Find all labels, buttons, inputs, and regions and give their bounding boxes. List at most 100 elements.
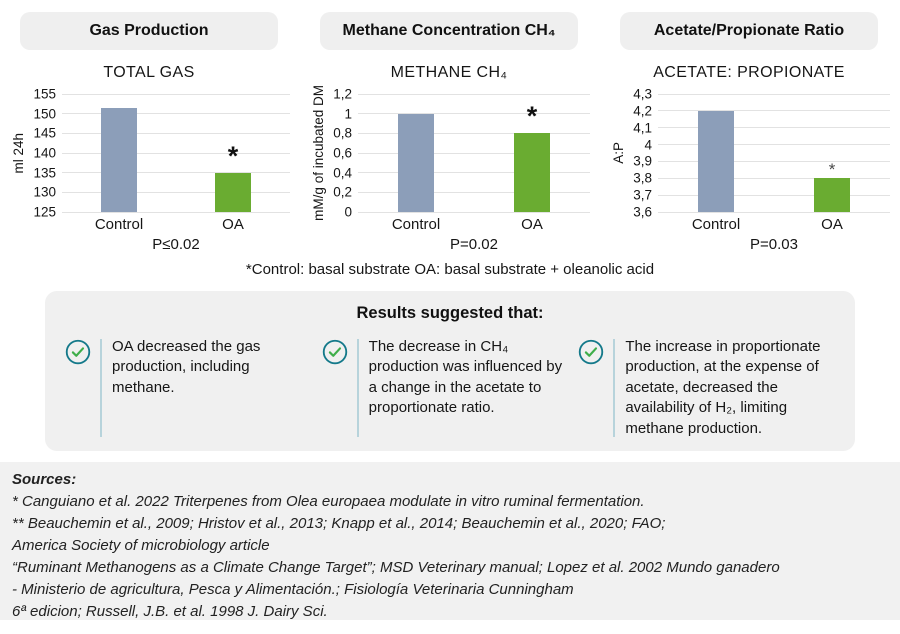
y-axis-label: ml 24h — [10, 132, 26, 174]
result-item-gas: OA decreased the gas production, includi… — [65, 337, 322, 439]
gridline — [658, 110, 890, 112]
item-divider — [100, 339, 102, 437]
bar-oa: * — [215, 142, 251, 212]
x-category-label: Control — [391, 216, 441, 233]
results-items: OA decreased the gas production, includi… — [65, 337, 835, 439]
gridline — [358, 93, 590, 95]
x-category-labels: Control OA — [658, 212, 890, 236]
x-category-label: Control — [94, 216, 144, 233]
bar-oa: * — [814, 161, 850, 212]
y-tick-label: 4,3 — [633, 86, 652, 102]
y-tick-label: 1 — [344, 106, 352, 122]
check-icon — [65, 339, 92, 370]
significance-star-icon: * — [227, 140, 239, 171]
result-item-methane: The decrease in CH₄ production was influ… — [322, 337, 579, 439]
y-tick-label: 125 — [33, 204, 56, 220]
y-axis-ticks: 1,2 1 0,8 0,6 0,4 0,2 0 — [328, 87, 358, 220]
gridline — [658, 160, 890, 162]
sources-section: Sources: * Canguiano et al. 2022 Triterp… — [0, 462, 900, 620]
gridline — [658, 211, 890, 213]
y-tick-label: 0,2 — [333, 184, 352, 200]
gridline — [658, 127, 890, 129]
gridline — [658, 194, 890, 196]
gridline — [358, 191, 590, 193]
item-divider — [613, 339, 616, 437]
y-tick-label: 4,1 — [633, 120, 652, 136]
gridline — [358, 152, 590, 154]
y-tick-label: 1,2 — [333, 86, 352, 102]
gridline — [62, 93, 290, 95]
gridline — [358, 113, 590, 115]
charts-row: Gas Production TOTAL GAS ml 24h 155 150 14… — [0, 0, 900, 253]
chart-panel-methane: Methane Concentration CH₄ METHANE CH₄ mM… — [300, 12, 600, 253]
chart-header-pill: Acetate/Propionate Ratio — [620, 12, 878, 50]
source-line: ** Beauchemin et al., 2009; Hristov et a… — [12, 515, 666, 532]
gridline — [62, 132, 290, 134]
y-tick-label: 0,8 — [333, 125, 352, 141]
results-box: Results suggested that: OA decreased the… — [45, 291, 855, 451]
source-line: - Ministerio de agricultura, Pesca y Ali… — [12, 581, 574, 598]
y-axis-ticks: 155 150 145 140 135 130 125 — [28, 87, 62, 220]
plot-area: * — [658, 93, 890, 213]
control-oa-footnote: *Control: basal substrate OA: basal subs… — [245, 261, 655, 278]
gridline — [62, 152, 290, 154]
y-tick-label: 3,6 — [633, 204, 652, 220]
chart-title: ACETATE: PROPIONATE — [653, 64, 845, 81]
source-line: 6ª edicion; Russell, J.B. et al. 1998 J.… — [12, 603, 328, 620]
bar-control — [698, 110, 734, 212]
y-tick-label: 3,7 — [633, 187, 652, 203]
x-category-label: OA — [821, 216, 843, 233]
x-category-label: OA — [222, 216, 244, 233]
chart-title: TOTAL GAS — [103, 64, 195, 81]
chart-area: mM/g of incubated DM 1,2 1 0,8 0,6 0,4 0,2 0 * — [308, 85, 590, 221]
p-value-row: P=0.03 — [608, 236, 890, 253]
bar-control — [101, 107, 137, 212]
result-item-propionate: The increase in proportionate production… — [578, 337, 835, 439]
y-tick-label: 155 — [33, 86, 56, 102]
x-category-label: OA — [521, 216, 543, 233]
y-tick-label: 0,6 — [333, 145, 352, 161]
gridline — [62, 113, 290, 115]
x-category-labels: Control OA — [62, 212, 290, 236]
result-text: The increase in proportionate production… — [625, 338, 821, 437]
gridline — [62, 191, 290, 193]
chart-panel-gas-production: Gas Production TOTAL GAS ml 24h 155 150 14… — [0, 12, 300, 253]
x-axis: Control OA — [308, 212, 590, 236]
check-icon — [322, 339, 349, 370]
y-tick-label: 145 — [33, 125, 56, 141]
gridline — [358, 211, 590, 213]
y-tick-label: 3,8 — [633, 170, 652, 186]
significance-star-icon: * — [828, 160, 836, 180]
y-tick-label: 4 — [644, 137, 652, 153]
y-axis-label: mM/g of incubated DM — [310, 85, 326, 221]
chart-title: METHANE CH₄ — [390, 64, 508, 81]
bar-control — [398, 113, 434, 212]
y-tick-label: 150 — [33, 106, 56, 122]
x-category-labels: Control OA — [358, 212, 590, 236]
source-line: * Canguiano et al. 2022 Triterpenes from… — [12, 493, 645, 510]
y-tick-label: 3,9 — [633, 153, 652, 169]
plot-area: * — [358, 93, 590, 213]
p-value-label: P=0.02 — [450, 236, 498, 253]
chart-area: ml 24h 155 150 145 140 135 130 125 * — [8, 87, 290, 220]
x-category-label: Control — [691, 216, 741, 233]
chart-header-pill: Gas Production — [20, 12, 278, 50]
source-line: America Society of microbiology article — [12, 537, 270, 554]
sources-heading: Sources: — [12, 471, 77, 488]
y-tick-label: 0 — [344, 204, 352, 220]
y-tick-label: 140 — [33, 145, 56, 161]
results-title: Results suggested that: — [356, 304, 544, 322]
x-axis: Control OA — [8, 212, 290, 236]
chart-panel-acetate-propionate: Acetate/Propionate Ratio ACETATE: PROPIO… — [600, 12, 900, 253]
chart-header-pill: Methane Concentration CH₄ — [320, 12, 578, 50]
gridline — [358, 172, 590, 174]
gridline — [658, 93, 890, 95]
plot-area: * — [62, 93, 290, 213]
y-tick-label: 0,4 — [333, 165, 352, 181]
p-value-label: P≤0.02 — [152, 236, 200, 253]
gridline — [62, 211, 290, 213]
item-divider — [356, 339, 359, 437]
bar-oa: * — [514, 103, 550, 212]
result-text: OA decreased the gas production, includi… — [112, 338, 261, 396]
